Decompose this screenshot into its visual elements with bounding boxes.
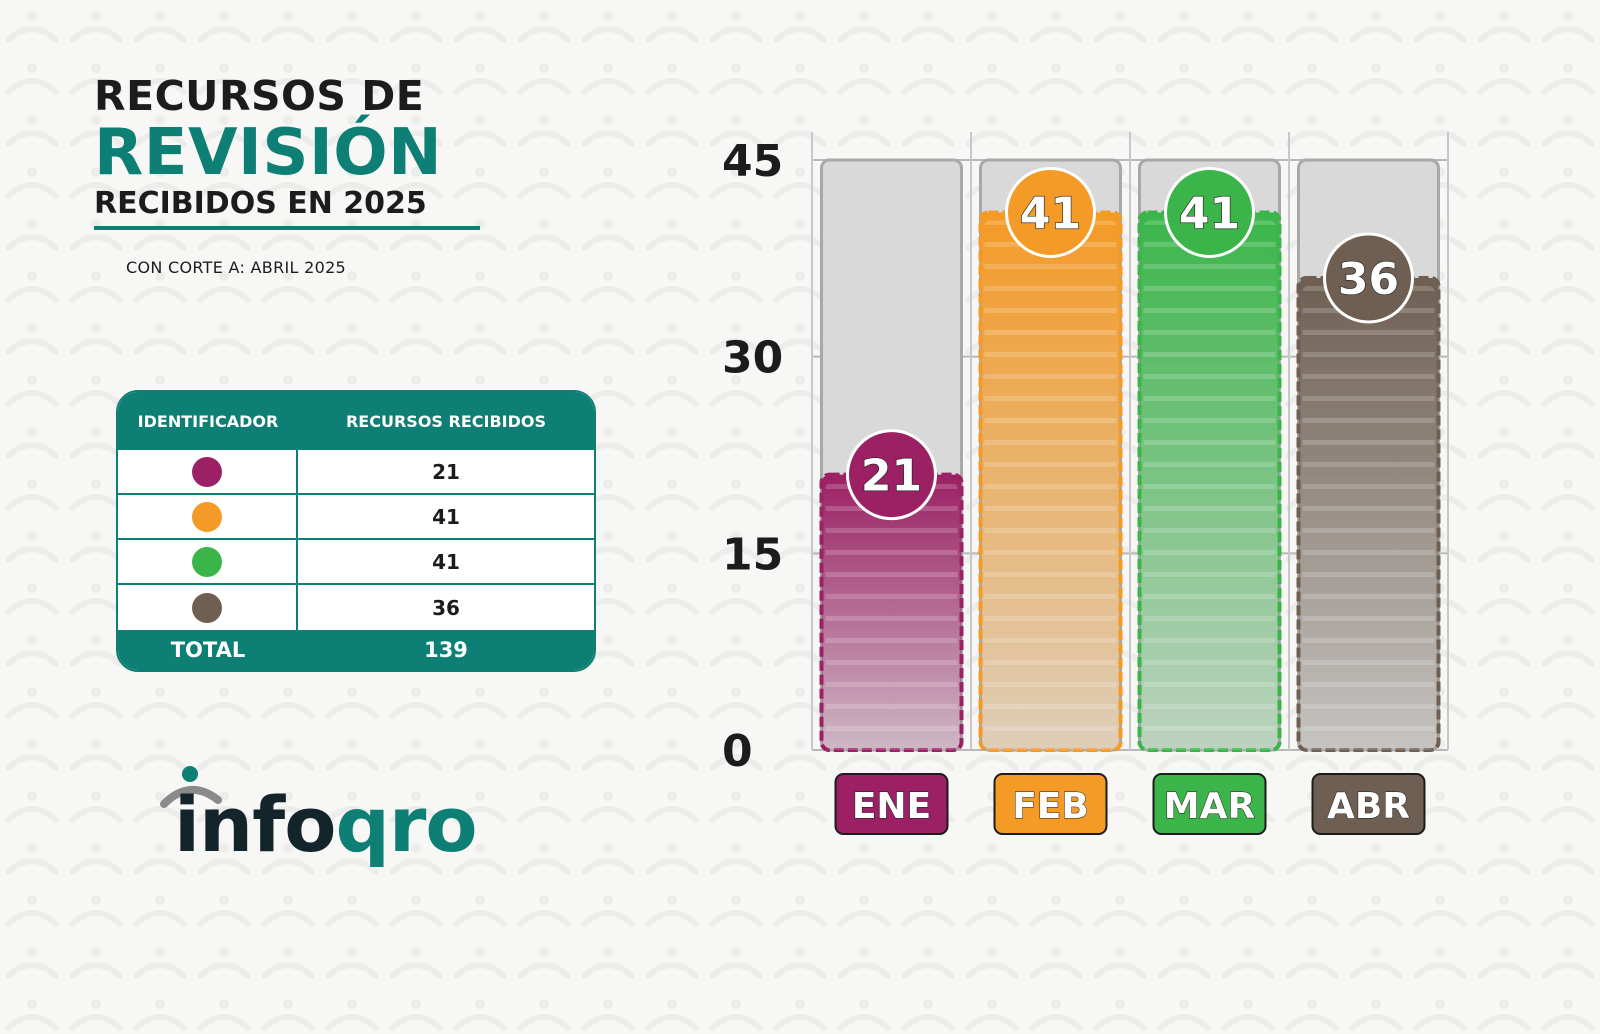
table-header-identifier: IDENTIFICADOR xyxy=(137,411,279,431)
x-label-box xyxy=(834,773,949,835)
data-label: 41 xyxy=(1179,188,1240,239)
y-tick-label: 30 xyxy=(722,333,783,384)
y-tick-label: 15 xyxy=(722,529,783,580)
total-value: 139 xyxy=(424,638,468,662)
value-badge xyxy=(1323,232,1414,324)
identifier-cell xyxy=(118,540,298,583)
table-header-resources: RECURSOS RECIBIDOS xyxy=(345,411,547,431)
value-badge xyxy=(1164,166,1255,258)
table-header: IDENTIFICADOR RECURSOS RECIBIDOS xyxy=(118,392,594,450)
data-label: 41 xyxy=(1020,188,1081,239)
logo-text-qro: qro xyxy=(335,780,477,869)
identifier-cell xyxy=(118,495,298,538)
identifier-dot xyxy=(192,592,222,623)
table-body: 21 41 41 36 xyxy=(118,450,594,630)
summary-table: IDENTIFICADOR RECURSOS RECIBIDOS 21 41 41 3… xyxy=(116,390,596,672)
bar-stripes xyxy=(825,482,958,750)
title-block: RECURSOS DE REVISIÓN RECIBIDOS EN 2025 xyxy=(94,70,484,230)
value-badge xyxy=(1005,166,1096,258)
x-tick-label: ABR xyxy=(1327,786,1410,827)
title-line-2: REVISIÓN xyxy=(94,116,443,190)
title-underline xyxy=(94,226,480,230)
bar-stripes xyxy=(984,220,1117,750)
x-label-box xyxy=(1152,773,1267,835)
data-label: 36 xyxy=(1338,254,1399,305)
y-tick-label: 0 xyxy=(722,726,753,777)
table-row: 41 xyxy=(118,540,594,585)
y-tick-label: 45 xyxy=(722,136,783,187)
x-label-box xyxy=(993,773,1108,835)
resources-value: 41 xyxy=(432,504,460,529)
x-tick-label: ENE xyxy=(852,786,931,827)
identifier-cell xyxy=(118,585,298,630)
table-row: 36 xyxy=(118,585,594,630)
table-row: 21 xyxy=(118,450,594,495)
resources-value: 21 xyxy=(432,459,460,484)
bar-chart: 0 15 30 45 21 ENE 41 FEB 41 MAR 36 ABR xyxy=(722,132,1449,835)
resources-value: 41 xyxy=(432,549,460,574)
x-label-box xyxy=(1311,773,1426,835)
identifier-dot xyxy=(192,546,222,577)
infoqro-logo: infoqro xyxy=(160,766,520,890)
resources-value: 36 xyxy=(432,595,460,620)
table-row: 41 xyxy=(118,495,594,540)
data-label: 21 xyxy=(861,451,922,502)
total-label: TOTAL xyxy=(170,638,246,662)
bar-stripes xyxy=(1302,286,1435,750)
identifier-dot xyxy=(192,456,222,487)
table-footer: TOTAL 139 xyxy=(118,630,594,670)
title-line-1: RECURSOS DE xyxy=(94,72,425,120)
logo-text-info: info xyxy=(174,780,336,869)
value-badge xyxy=(846,429,937,521)
cutoff-date: CON CORTE A: ABRIL 2025 xyxy=(126,258,347,277)
x-tick-label: MAR xyxy=(1164,786,1255,827)
identifier-cell xyxy=(118,450,298,493)
x-tick-label: FEB xyxy=(1012,786,1089,827)
bar-stripes xyxy=(1143,220,1276,750)
logo-figure-icon xyxy=(160,766,222,808)
identifier-dot xyxy=(192,501,222,532)
title-line-3: RECIBIDOS EN 2025 xyxy=(94,186,427,221)
